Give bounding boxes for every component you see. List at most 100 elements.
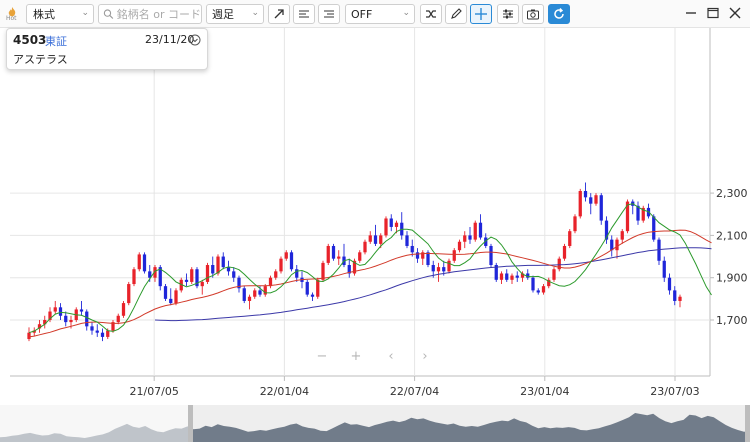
- candle-body: [389, 218, 393, 227]
- align-left-button[interactable]: [293, 4, 315, 24]
- candle-body: [358, 252, 362, 261]
- candle-body: [237, 277, 241, 289]
- scroll-left-button[interactable]: ‹: [388, 349, 394, 364]
- candle-body: [263, 286, 267, 295]
- indicator-select-value: OFF: [351, 7, 373, 21]
- candle-body: [205, 265, 210, 282]
- toolbar: Hot 株式 ⌄ 銘柄名 or コード 週足 ⌄ OFF ⌄: [0, 0, 750, 28]
- maximize-icon[interactable]: [706, 6, 720, 20]
- candle-body: [169, 298, 173, 304]
- candle-body: [43, 320, 47, 325]
- pencil-icon: [451, 8, 462, 19]
- candle-body: [620, 231, 624, 240]
- x-tick-label: 22/07/04: [390, 385, 439, 398]
- candle-body: [32, 330, 36, 333]
- candle-body: [352, 260, 357, 274]
- candle-body: [305, 281, 309, 295]
- candle-body: [573, 216, 577, 232]
- candle-body: [142, 254, 147, 272]
- indicator-select[interactable]: OFF ⌄: [345, 4, 415, 24]
- candle-body: [678, 296, 682, 301]
- candle-body: [153, 267, 157, 278]
- candle-body: [337, 256, 341, 259]
- candle-body: [463, 235, 467, 242]
- candle-body: [536, 290, 540, 293]
- trend-arrow-button[interactable]: [268, 4, 290, 24]
- price-chart[interactable]: 2,300 2,100 1,900 1,700 21/07/05 22/01/04 22/0…: [0, 28, 750, 442]
- candle-body: [258, 290, 262, 295]
- chevron-down-circle-icon[interactable]: [189, 34, 201, 46]
- candle-body: [515, 275, 519, 278]
- candle-body: [211, 265, 215, 274]
- hot-flame-icon: Hot: [6, 3, 18, 23]
- scroll-right-button[interactable]: ›: [422, 349, 428, 364]
- candle-body: [279, 258, 283, 272]
- refresh-icon: [554, 8, 564, 19]
- candle-body: [384, 218, 388, 236]
- candle-body: [321, 262, 325, 280]
- candle-body: [442, 267, 446, 272]
- candle-body: [121, 303, 126, 316]
- current-date: 23/11/20: [145, 33, 195, 46]
- moving-average-long-line: [154, 247, 712, 322]
- zoom-in-button[interactable]: +: [350, 349, 362, 364]
- candle-body: [163, 286, 168, 299]
- candle-body: [174, 290, 178, 304]
- candle-body: [452, 250, 456, 261]
- candle-body: [594, 195, 598, 204]
- candle-body: [662, 260, 666, 278]
- chevron-down-icon: ⌄: [81, 8, 89, 18]
- candle-body: [489, 245, 493, 266]
- candle-body: [473, 222, 477, 240]
- candle-body: [457, 241, 462, 251]
- candle-body: [195, 269, 199, 287]
- candle-body: [583, 190, 588, 198]
- candle-body: [326, 245, 330, 263]
- candle-body: [368, 235, 372, 242]
- candle-body: [578, 190, 582, 217]
- y-tick-label: 2,100: [716, 229, 748, 242]
- stock-code: 4503: [13, 33, 47, 47]
- shuffle-button[interactable]: [420, 4, 442, 24]
- candle-body: [562, 245, 567, 259]
- minimize-icon[interactable]: [684, 6, 698, 20]
- chevron-down-icon: ⌄: [402, 8, 410, 18]
- overview-handle-right[interactable]: [745, 405, 750, 442]
- candle-body: [505, 273, 509, 280]
- pen-button[interactable]: [445, 4, 467, 24]
- candle-body: [216, 256, 220, 274]
- search-input[interactable]: 銘柄名 or コード: [98, 4, 202, 24]
- stock-name: アステラス: [13, 53, 68, 66]
- candle-body: [69, 320, 73, 323]
- refresh-button[interactable]: [548, 4, 570, 24]
- crosshair-button[interactable]: [470, 4, 492, 24]
- market-label: 東証: [45, 35, 67, 48]
- align-right-button[interactable]: [318, 4, 340, 24]
- candle-body: [499, 273, 504, 280]
- settings-sliders-button[interactable]: [497, 4, 519, 24]
- candle-body: [137, 254, 141, 270]
- candle-body: [27, 332, 31, 340]
- candle-body: [431, 265, 435, 272]
- market-select[interactable]: 株式 ⌄: [26, 4, 94, 24]
- candle-body: [95, 330, 99, 333]
- candle-body: [494, 265, 498, 280]
- candle-body: [111, 322, 115, 331]
- candle-body: [106, 330, 110, 337]
- screenshot-button[interactable]: [522, 4, 544, 24]
- candle-body: [363, 241, 367, 253]
- candle-body: [247, 296, 252, 301]
- shuffle-icon: [426, 10, 436, 18]
- period-select[interactable]: 週足 ⌄: [206, 4, 264, 24]
- close-icon[interactable]: [728, 6, 742, 20]
- candle-body: [394, 222, 399, 227]
- candle-body: [599, 195, 603, 221]
- candle-body: [589, 197, 593, 204]
- candle-body: [221, 256, 225, 268]
- candle-body: [295, 269, 299, 278]
- overview-handle-left[interactable]: [188, 405, 193, 442]
- overview-unselected-region: [0, 405, 188, 442]
- candle-body: [184, 279, 189, 282]
- zoom-out-button[interactable]: −: [316, 349, 328, 364]
- candle-body: [636, 205, 640, 221]
